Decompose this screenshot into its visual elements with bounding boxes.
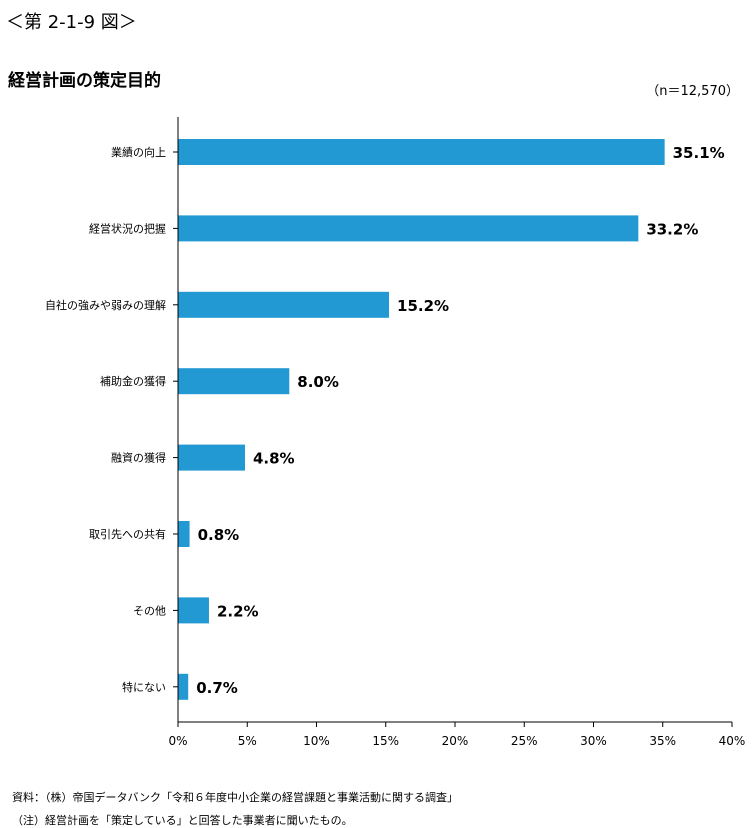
category-label: 業績の向上 — [111, 145, 166, 159]
x-tick-label: 30% — [580, 734, 607, 748]
data-label: 0.7% — [196, 679, 238, 697]
data-label: 2.2% — [217, 602, 259, 620]
x-tick-label: 10% — [303, 734, 330, 748]
footnote: （注）経営計画を「策定している」と回答した事業者に聞いたもの。 — [12, 814, 353, 827]
x-tick-label: 5% — [238, 734, 257, 748]
bar — [178, 215, 639, 242]
bar — [178, 368, 290, 395]
bar — [178, 673, 189, 700]
bar — [178, 291, 390, 318]
bar — [178, 521, 190, 547]
data-label: 8.0% — [297, 373, 339, 391]
category-label: 取引先への共有 — [89, 527, 166, 541]
x-tick-label: 0% — [168, 734, 187, 748]
data-label: 4.8% — [253, 450, 295, 468]
source-note: 資料：（株）帝国データバンク「令和６年度中小企業の経営課題と事業活動に関する調査… — [12, 791, 459, 804]
data-label: 35.1% — [673, 144, 725, 162]
bar — [178, 139, 665, 165]
x-tick-label: 20% — [442, 734, 469, 748]
category-label: 補助金の獲得 — [100, 374, 166, 388]
chart-title: 経営計画の策定目的 — [8, 71, 161, 91]
bar — [178, 444, 245, 471]
category-label: 自社の強みや弱みの理解 — [45, 298, 166, 312]
category-label: 融資の獲得 — [111, 452, 166, 465]
sample-size-note: （n＝12,570） — [646, 84, 739, 99]
x-tick-label: 40% — [719, 734, 746, 748]
data-label: 15.2% — [397, 297, 449, 315]
category-label: その他 — [133, 604, 166, 617]
bar — [178, 597, 209, 624]
data-label: 33.2% — [646, 220, 698, 238]
category-label: 特にない — [122, 680, 166, 694]
x-tick-label: 35% — [649, 734, 676, 748]
data-label: 0.8% — [198, 526, 240, 544]
figure-label: ＜第 2-1-9 図＞ — [6, 12, 137, 33]
category-label: 経営状況の把握 — [89, 221, 166, 235]
x-tick-label: 15% — [372, 734, 399, 748]
x-tick-label: 25% — [511, 734, 538, 748]
